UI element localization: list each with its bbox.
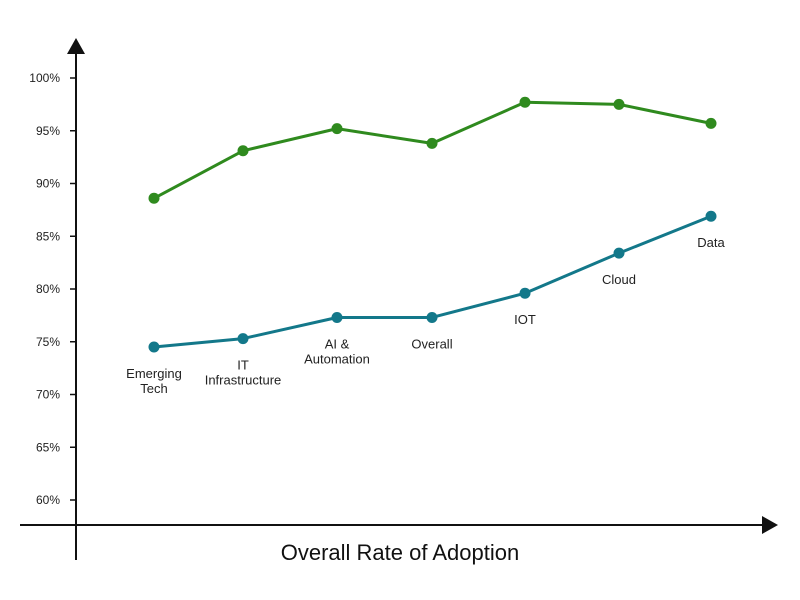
x-axis-arrow <box>762 516 778 534</box>
series-2-point <box>237 333 249 345</box>
category-label: Overall <box>411 336 452 351</box>
category-label: IOT <box>514 312 536 327</box>
series-1-point <box>237 145 249 157</box>
category-label: Emerging Tech <box>126 366 182 396</box>
category-label: Cloud <box>602 272 636 287</box>
y-axis-ticks: 60% 65% 70% 75% 80% 85% 90% 95% 100% <box>29 71 76 507</box>
series-2-point <box>148 341 160 353</box>
series-2-point <box>331 311 343 323</box>
series-2-point <box>426 311 438 323</box>
y-tick-label: 65% <box>36 440 60 454</box>
series-1-point <box>613 98 625 110</box>
series-2-point <box>519 287 531 299</box>
y-tick-label: 100% <box>29 71 60 85</box>
y-tick-label: 75% <box>36 335 60 349</box>
series-1-point <box>148 192 160 204</box>
y-axis-arrow <box>67 38 85 54</box>
series-1-point <box>705 117 717 129</box>
series-2-point <box>705 210 717 222</box>
y-tick-label: 60% <box>36 493 60 507</box>
x-axis-title: Overall Rate of Adoption <box>281 540 519 565</box>
y-tick-label: 90% <box>36 177 60 191</box>
category-labels: Emerging Tech IT Infrastructure AI & Automati… <box>126 235 725 396</box>
y-tick-label: 70% <box>36 388 60 402</box>
category-label: AI & Automation <box>304 336 370 366</box>
y-tick-label: 80% <box>36 282 60 296</box>
category-label: Data <box>697 235 725 250</box>
y-tick-label: 95% <box>36 124 60 138</box>
series-1-point <box>519 96 531 108</box>
axes <box>20 38 778 560</box>
y-tick-label: 85% <box>36 229 60 243</box>
category-label: IT Infrastructure <box>205 358 282 388</box>
series-1-point <box>331 123 343 135</box>
series-1-point <box>426 137 438 149</box>
series-2-point <box>613 247 625 259</box>
series-lines <box>148 96 717 353</box>
